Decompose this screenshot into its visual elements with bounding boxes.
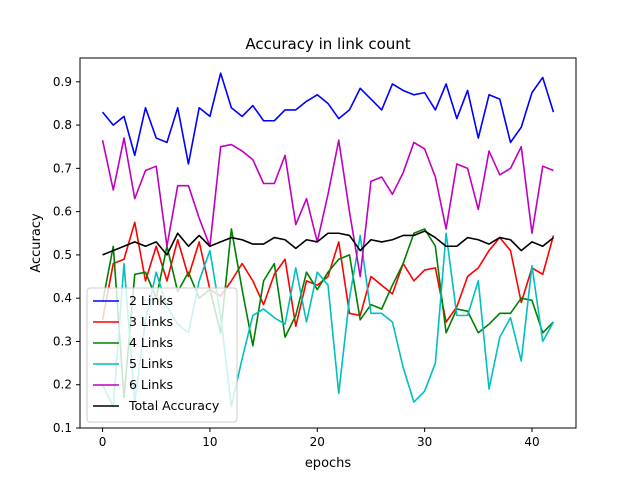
y-tick-label: 0.9 (53, 75, 72, 89)
y-tick-label: 0.2 (53, 378, 72, 392)
y-tick-label: 0.3 (53, 334, 72, 348)
series-line-6-links (101, 137, 554, 278)
x-tick-label: 10 (202, 435, 217, 449)
legend: 2 Links 3 Links 4 Links 5 Links 6 Links Total… (86, 287, 238, 423)
x-tick-label: 40 (524, 435, 539, 449)
legend-label: 6 Links (129, 377, 173, 392)
y-tick-label: 0.5 (53, 248, 72, 262)
x-tick-label: 20 (310, 435, 325, 449)
legend-label: Total Accuracy (128, 398, 220, 413)
legend-box (86, 287, 238, 423)
series-line-2-links (101, 72, 555, 165)
x-tick-label: 30 (417, 435, 432, 449)
series-line-total-accuracy (102, 230, 554, 256)
legend-label: 4 Links (129, 335, 173, 350)
chart-title: Accuracy in link count (245, 35, 410, 53)
series-line-3-links (101, 221, 555, 328)
plot-frame (79, 57, 577, 429)
x-tick-label: 0 (99, 435, 107, 449)
ticks-layer: 0 10 20 30 40 0.1 0.2 0.3 0.4 0.5 0.6 0.7 0.8 0.9 (53, 75, 540, 449)
y-tick-label: 0.6 (53, 205, 72, 219)
y-tick-label: 0.4 (53, 291, 72, 305)
y-tick-label: 0.8 (53, 118, 72, 132)
legend-label: 5 Links (129, 356, 173, 371)
y-tick-label: 0.1 (53, 421, 72, 435)
x-axis-title: epochs (305, 456, 352, 471)
legend-label: 2 Links (129, 293, 173, 308)
y-tick-label: 0.7 (53, 161, 72, 175)
legend-label: 3 Links (129, 314, 173, 329)
y-axis-title: Accuracy (29, 213, 44, 273)
